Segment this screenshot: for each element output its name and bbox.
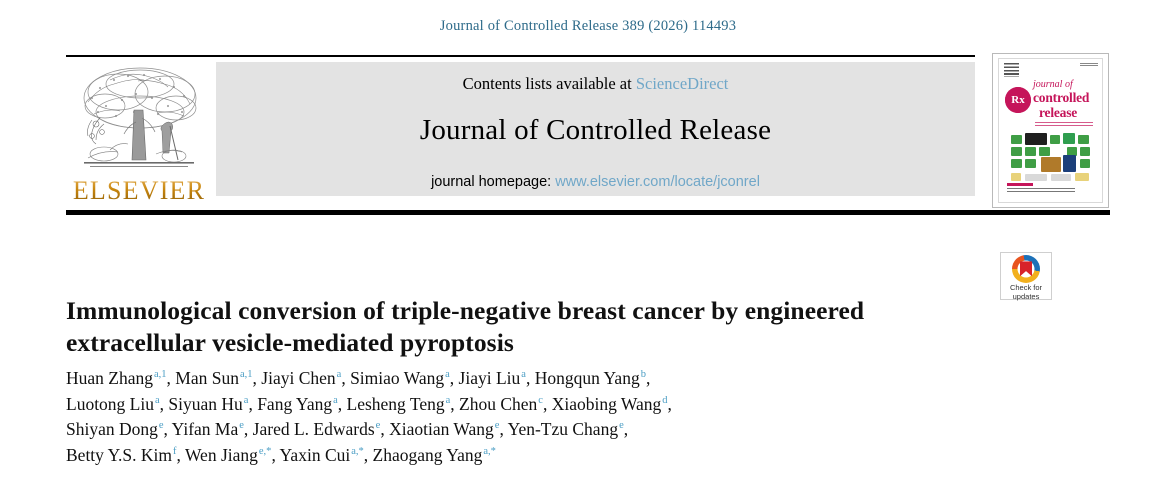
- journal-homepage-link[interactable]: www.elsevier.com/locate/jconrel: [555, 174, 760, 190]
- homepage-prefix: journal homepage:: [431, 174, 556, 190]
- author-affiliation-marker: a,*: [483, 445, 496, 457]
- elsevier-logo: ELSEVIER: [66, 62, 212, 208]
- author-name: Man Sun: [175, 368, 239, 388]
- author-name: Hongqun Yang: [534, 368, 640, 388]
- contents-prefix: Contents lists available at: [462, 74, 636, 93]
- author-affiliation-marker: a: [521, 369, 526, 381]
- cover-subtitle-text: [1035, 122, 1093, 128]
- author-name: Simiao Wang: [350, 368, 445, 388]
- author-name: Xiaotian Wang: [389, 419, 494, 439]
- author-affiliation-marker: e: [239, 420, 244, 432]
- sciencedirect-link[interactable]: ScienceDirect: [635, 74, 729, 93]
- author-name: Lesheng Teng: [346, 393, 445, 414]
- header-bottom-rule: [66, 210, 1110, 215]
- author-affiliation-marker: e,*: [258, 445, 272, 457]
- cover-inner-frame: journal of controlled release: [998, 58, 1103, 203]
- crossmark-label: Check for updates: [1001, 283, 1051, 301]
- author-name: Siyuan Hu: [168, 393, 243, 414]
- elsevier-tree-icon: [83, 67, 197, 167]
- author-affiliation-marker: a,1: [239, 369, 253, 381]
- crossmark-ring-icon: [1012, 255, 1040, 283]
- author-affiliation-marker: a: [445, 394, 451, 406]
- author-list: Huan Zhanga,1, Man Suna,1, Jiayi Chena, …: [66, 366, 966, 468]
- author-affiliation-marker: e: [619, 420, 624, 432]
- cover-title-line2: controlled: [1033, 90, 1090, 105]
- author-name: Jared L. Edwards: [252, 419, 375, 439]
- elsevier-wordmark: ELSEVIER: [66, 176, 212, 206]
- author-line: Huan Zhanga,1, Man Suna,1, Jiayi Chena, …: [66, 368, 651, 388]
- cover-title-line1: journal of: [1033, 79, 1073, 90]
- author-name: Fang Yang: [257, 393, 333, 414]
- author-name: Betty Y.S. Kim: [66, 444, 172, 465]
- cover-title-line3: release: [1039, 105, 1078, 120]
- author-name: Yen-Tzu Chang: [507, 419, 619, 439]
- author-affiliation-marker: a: [154, 394, 160, 406]
- author-name: Zhou Chen: [459, 393, 538, 414]
- crossmark-label-line2: updates: [1012, 291, 1040, 301]
- contents-line: Contents lists available at ScienceDirec…: [216, 74, 975, 94]
- author-name: Yaxin Cui: [279, 444, 351, 465]
- crossmark-label-line1: Check for: [1009, 283, 1043, 292]
- author-line: Betty Y.S. Kimf, Wen Jiange,*, Yaxin Cui…: [66, 444, 496, 465]
- running-head: Journal of Controlled Release 389 (2026)…: [439, 18, 737, 34]
- author-affiliation-marker: a,*: [351, 445, 364, 457]
- author-affiliation-marker: e: [158, 420, 164, 432]
- author-name: Luotong Liu: [66, 393, 154, 414]
- cover-issn-text: [1080, 63, 1098, 67]
- author-name: Xiaobing Wang: [551, 393, 662, 414]
- cover-figure-image: [1011, 133, 1091, 185]
- author-name: Zhaogang Yang: [372, 444, 483, 465]
- author-affiliation-marker: a: [333, 394, 338, 406]
- author-name: Jiayi Liu: [458, 368, 521, 388]
- author-name: Wen Jiang: [184, 444, 258, 465]
- author-name: Huan Zhang: [66, 368, 153, 388]
- sciencedirect-banner: Contents lists available at ScienceDirec…: [216, 62, 975, 196]
- author-affiliation-marker: f: [173, 445, 177, 457]
- author-affiliation-marker: e: [494, 420, 500, 432]
- crossmark-badge[interactable]: Check for updates: [1000, 252, 1052, 300]
- author-name: Jiayi Chen: [261, 368, 336, 388]
- journal-homepage-line: journal homepage: www.elsevier.com/locat…: [216, 174, 975, 190]
- cover-caption: [1007, 183, 1079, 194]
- author-line: Shiyan Donge, Yifan Mae, Jared L. Edward…: [66, 419, 629, 439]
- crossmark-ribbon-icon: [1020, 261, 1032, 277]
- author-affiliation-marker: a: [243, 394, 249, 406]
- header-top-rule: [66, 55, 975, 57]
- author-affiliation-marker: c: [538, 394, 543, 406]
- author-line: Luotong Liua, Siyuan Hua, Fang Yanga, Le…: [66, 393, 672, 414]
- article-title: Immunological conversion of triple-negat…: [66, 296, 865, 358]
- author-affiliation-marker: a: [336, 369, 342, 381]
- author-name: Yifan Ma: [171, 419, 239, 439]
- journal-title: Journal of Controlled Release: [419, 114, 772, 146]
- cover-elsevier-logo-icon: [1004, 63, 1019, 77]
- cover-rx-logo-icon: [1005, 87, 1031, 113]
- journal-cover-thumbnail[interactable]: journal of controlled release: [992, 53, 1109, 208]
- author-affiliation-marker: e: [375, 420, 381, 432]
- author-affiliation-marker: a,1: [154, 369, 167, 381]
- author-affiliation-marker: b: [640, 369, 646, 381]
- author-name: Shiyan Dong: [66, 419, 158, 439]
- author-affiliation-marker: d: [662, 394, 668, 406]
- author-affiliation-marker: a: [445, 369, 450, 381]
